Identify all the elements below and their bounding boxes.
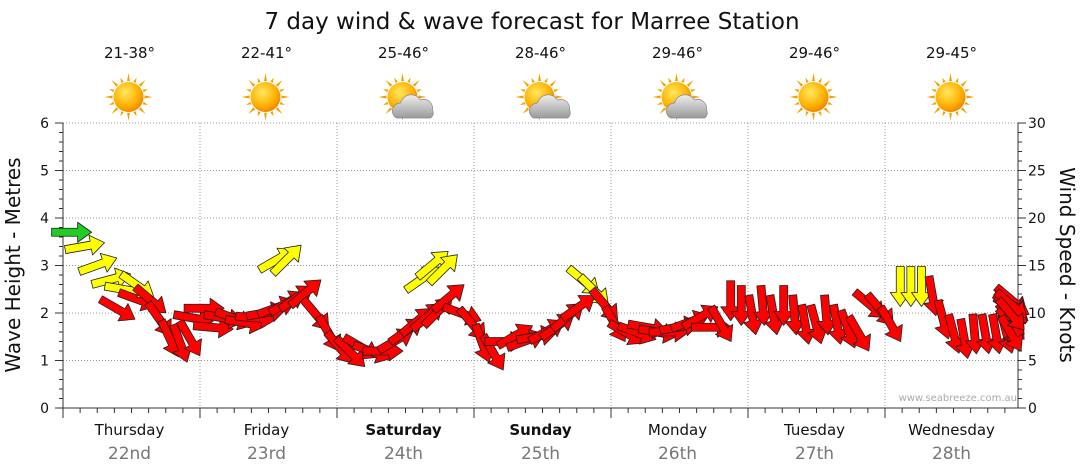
wind-arrow <box>98 295 136 322</box>
y-tick-right: 0 <box>1028 401 1037 417</box>
partly-cloudy-icon <box>378 73 434 121</box>
partly-cloudy-icon <box>652 73 708 121</box>
sun-icon <box>926 73 975 121</box>
day-date-label: 28th <box>932 444 971 464</box>
day-name-label: Friday <box>244 421 290 439</box>
day-temperature: 28-46° <box>515 44 566 62</box>
day-name-label: Thursday <box>94 421 165 439</box>
day-temperature: 29-46° <box>652 44 703 62</box>
day-date-label: 22nd <box>108 444 151 464</box>
plot-axes: 0 1 2 3 4 5 6 0 5 10 15 20 25 30 <box>40 116 1046 418</box>
day-name-label: Tuesday <box>783 421 845 439</box>
wind-arrow <box>175 318 202 357</box>
wind-arrow <box>77 252 118 276</box>
wind-arrow <box>269 244 302 277</box>
wind-arrow <box>51 221 93 243</box>
y-tick-right: 20 <box>1028 211 1046 227</box>
y-tick-left: 4 <box>40 211 49 227</box>
y-tick-right: 30 <box>1028 116 1046 132</box>
chart-title: 7 day wind & wave forecast for Marree St… <box>264 9 799 35</box>
wind-arrow <box>287 279 322 310</box>
day-name-label: Saturday <box>365 421 442 439</box>
day-date-label: 26th <box>658 444 697 464</box>
y-axis-left-title: Wave Height - Metres <box>1 157 25 372</box>
watermark: www.seabreeze.com.au <box>899 393 1017 404</box>
y-tick-left: 3 <box>40 259 49 275</box>
daily-header: 21-38° 22-41° 25-46° 28-46° 29-46° 29-46° 29-4… <box>104 44 977 121</box>
day-labels: Thursday 22nd Friday 23rd Saturday 24th Sunday… <box>94 421 995 464</box>
wind-arrow <box>845 314 871 352</box>
y-tick-left: 0 <box>40 401 49 417</box>
day-name-label: Sunday <box>509 421 572 439</box>
sun-icon <box>789 73 838 121</box>
day-date-label: 27th <box>795 444 834 464</box>
day-date-label: 23rd <box>247 444 286 464</box>
y-tick-right: 15 <box>1028 259 1046 275</box>
day-name-label: Wednesday <box>908 421 995 439</box>
plot-grid <box>63 122 1018 408</box>
day-temperature: 25-46° <box>378 44 429 62</box>
day-name-label: Monday <box>648 421 707 439</box>
wind-arrow <box>997 314 1024 352</box>
day-temperature: 29-45° <box>926 44 977 62</box>
y-tick-right: 5 <box>1028 354 1037 370</box>
wind-arrow <box>707 304 734 342</box>
y-tick-left: 1 <box>40 354 49 370</box>
day-temperature: 21-38° <box>104 44 155 62</box>
wind-arrow <box>64 234 105 256</box>
y-tick-right: 10 <box>1028 306 1046 322</box>
day-date-label: 25th <box>521 444 560 464</box>
wind-arrow <box>559 295 596 323</box>
wind-arrows <box>51 221 1030 371</box>
wind-arrow <box>994 296 1025 331</box>
sun-icon <box>241 73 290 121</box>
y-tick-left: 6 <box>40 116 49 132</box>
partly-cloudy-icon <box>515 73 571 121</box>
wind-arrow <box>876 304 903 342</box>
day-temperature: 22-41° <box>241 44 292 62</box>
wind-arrow <box>430 284 465 314</box>
sun-icon <box>104 73 153 121</box>
day-temperature: 29-46° <box>789 44 840 62</box>
y-tick-left: 5 <box>40 164 49 180</box>
day-date-label: 24th <box>384 444 423 464</box>
y-axis-right-title: Wind Speed - Knots <box>1055 167 1079 363</box>
y-tick-right: 25 <box>1028 164 1046 180</box>
y-tick-left: 2 <box>40 306 49 322</box>
wind-arrow <box>425 254 458 287</box>
